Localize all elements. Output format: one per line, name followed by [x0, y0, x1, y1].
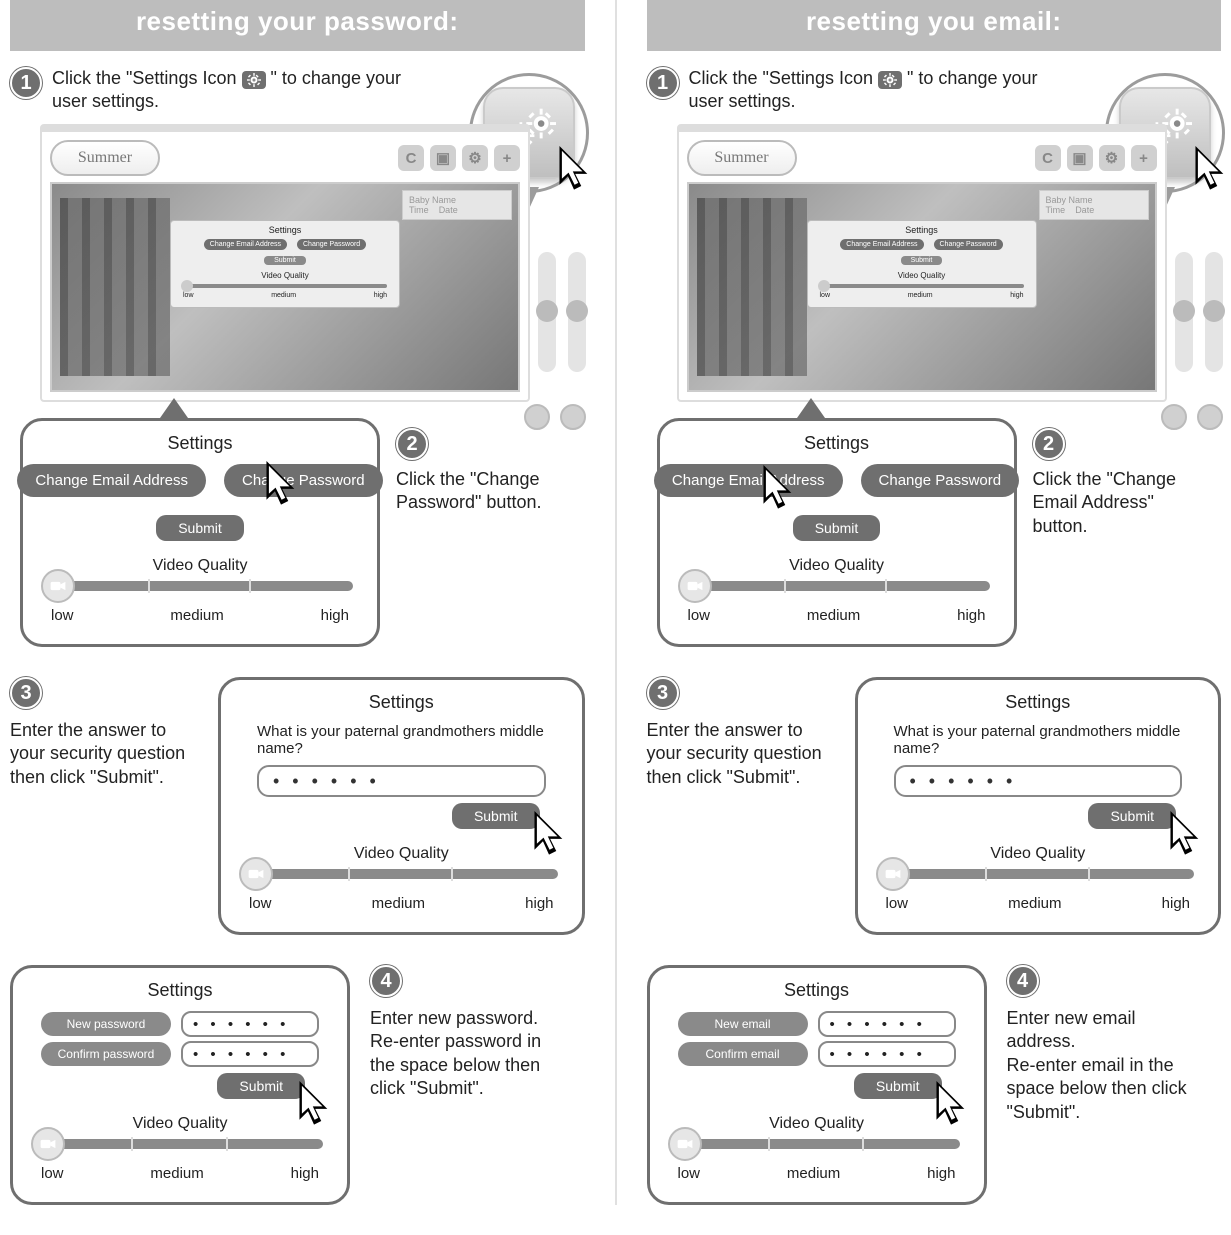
baby-name-tag: Baby Name Time Date	[1039, 190, 1149, 220]
app-window: Summer C ▣ ⚙ + Baby Name Time Date Setti…	[677, 124, 1167, 402]
confirm-email-label: Confirm email	[678, 1042, 808, 1066]
refresh-icon[interactable]: C	[398, 145, 424, 171]
step-2-text: Click the "Change Email Address" button.	[1033, 468, 1213, 538]
step-badge-3: 3	[10, 677, 42, 709]
app-window: Summer C ▣ ⚙ + Baby Name Time Date Setti…	[40, 124, 530, 402]
step-badge-1: 1	[647, 67, 679, 99]
step-3-text: Enter the answer to your security questi…	[10, 719, 200, 789]
new-password-panel: Settings New password • • • • • • Confir…	[10, 965, 350, 1205]
confirm-password-label: Confirm password	[41, 1042, 171, 1066]
step-1-text: Click the "Settings Icon " to change you…	[52, 67, 432, 112]
new-password-label: New password	[41, 1012, 171, 1036]
video-quality-slider[interactable]	[37, 1139, 323, 1149]
step-badge-4: 4	[370, 965, 402, 997]
cursor-icon	[526, 811, 572, 862]
summer-logo: Summer	[687, 140, 797, 176]
change-email-button[interactable]: Change Email Address	[654, 464, 843, 497]
step-1: 1 Click the "Settings Icon " to change y…	[647, 67, 1222, 112]
gear-icon	[878, 71, 902, 89]
video-quality-slider[interactable]	[47, 581, 353, 591]
security-question: What is your paternal grandmothers middl…	[257, 723, 546, 757]
submit-button[interactable]: Submit	[156, 515, 244, 541]
photo-icon[interactable]: ▣	[1067, 145, 1093, 171]
toolbar-icons: C ▣ ⚙ +	[398, 145, 520, 171]
video-quality-slider[interactable]	[882, 869, 1195, 879]
cursor-icon	[755, 465, 801, 516]
new-email-label: New email	[678, 1012, 808, 1036]
section-title: resetting you email:	[647, 0, 1222, 51]
cursor-icon	[551, 146, 597, 197]
change-email-button[interactable]: Change Email Address	[17, 464, 206, 497]
email-reset-column: resetting you email: 1 Click the "Settin…	[647, 0, 1222, 1205]
add-icon[interactable]: +	[1131, 145, 1157, 171]
panel-title: Settings	[39, 433, 361, 454]
gear-icon	[242, 71, 266, 89]
settings-panel-step2: Settings Change Email Address Change Pas…	[657, 418, 1017, 647]
video-feed: Baby Name Time Date Settings Change Emai…	[50, 182, 520, 392]
password-reset-column: resetting your password: 1 Click the "Se…	[10, 0, 585, 1205]
volume-sliders[interactable]	[1175, 252, 1223, 372]
volume-sliders[interactable]	[538, 252, 586, 372]
baby-name-tag: Baby Name Time Date	[402, 190, 512, 220]
summer-logo: Summer	[50, 140, 160, 176]
new-email-panel: Settings New email • • • • • • Confirm e…	[647, 965, 987, 1205]
step-badge-2: 2	[1033, 428, 1065, 460]
video-quality-slider[interactable]	[684, 581, 990, 591]
cursor-icon	[258, 461, 304, 512]
change-password-button[interactable]: Change Password	[861, 464, 1020, 497]
step-badge-2: 2	[396, 428, 428, 460]
video-quality-slider[interactable]	[674, 1139, 960, 1149]
step-badge-4: 4	[1007, 965, 1039, 997]
cursor-icon	[928, 1081, 974, 1132]
panel-title: Settings	[676, 433, 998, 454]
step-badge-3: 3	[647, 677, 679, 709]
step-badge-1: 1	[10, 67, 42, 99]
security-question: What is your paternal grandmothers middl…	[894, 723, 1183, 757]
toolbar-icons: C ▣ ⚙ +	[1035, 145, 1157, 171]
confirm-email-input[interactable]: • • • • • •	[818, 1041, 956, 1067]
step-1-text: Click the "Settings Icon " to change you…	[689, 67, 1069, 112]
step-3-text: Enter the answer to your security questi…	[647, 719, 837, 789]
step-4-text: Enter new password. Re-enter password in…	[370, 1007, 570, 1101]
video-feed: Baby Name Time Date Settings Change Emai…	[687, 182, 1157, 392]
settings-icon[interactable]: ⚙	[462, 145, 488, 171]
security-question-panel: Settings What is your paternal grandmoth…	[855, 677, 1222, 935]
video-quality-slider[interactable]	[245, 869, 558, 879]
add-icon[interactable]: +	[494, 145, 520, 171]
cursor-icon	[291, 1081, 337, 1132]
settings-popup-small: Settings Change Email Address Change Pas…	[170, 220, 400, 308]
step-2-text: Click the "Change Password" button.	[396, 468, 576, 515]
settings-panel-step2: Settings Change Email Address Change Pas…	[20, 418, 380, 647]
step-4-text: Enter new email address. Re-enter email …	[1007, 1007, 1207, 1124]
column-divider	[615, 0, 617, 1205]
settings-icon[interactable]: ⚙	[1099, 145, 1125, 171]
settings-popup-small: Settings Change Email Address Change Pas…	[807, 220, 1037, 308]
step-1: 1 Click the "Settings Icon " to change y…	[10, 67, 585, 112]
cursor-icon	[1187, 146, 1231, 197]
new-password-input[interactable]: • • • • • •	[181, 1011, 319, 1037]
security-answer-input[interactable]: • • • • • •	[257, 765, 546, 797]
security-question-panel: Settings What is your paternal grandmoth…	[218, 677, 585, 935]
refresh-icon[interactable]: C	[1035, 145, 1061, 171]
photo-icon[interactable]: ▣	[430, 145, 456, 171]
confirm-password-input[interactable]: • • • • • •	[181, 1041, 319, 1067]
cursor-icon	[1162, 811, 1208, 862]
new-email-input[interactable]: • • • • • •	[818, 1011, 956, 1037]
security-answer-input[interactable]: • • • • • •	[894, 765, 1183, 797]
submit-button[interactable]: Submit	[793, 515, 881, 541]
section-title: resetting your password:	[10, 0, 585, 51]
